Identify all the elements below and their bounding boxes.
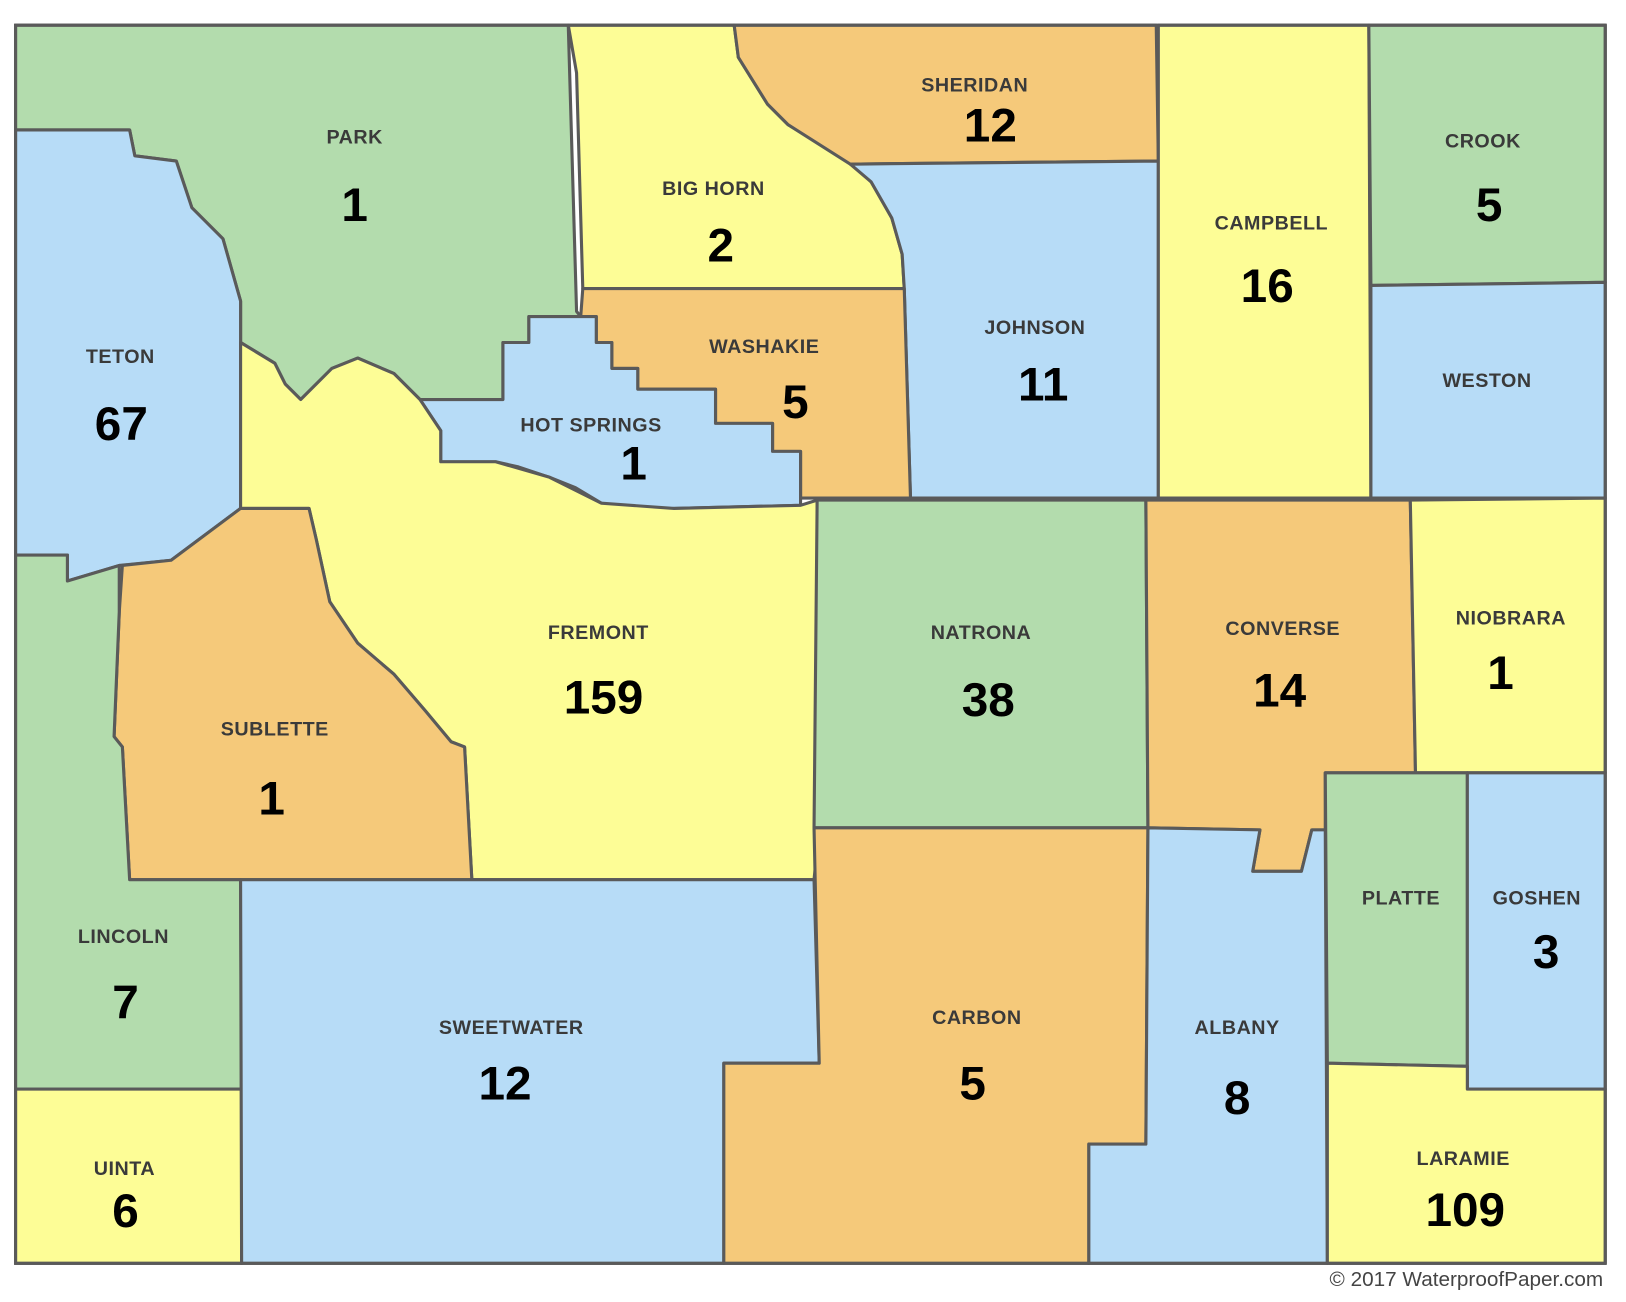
county-count-goshen: 3	[1533, 926, 1560, 979]
county-count-albany: 8	[1224, 1072, 1251, 1125]
county-count-lincoln: 7	[112, 977, 139, 1030]
county-name-sheridan: SHERIDAN	[921, 75, 1028, 97]
county-name-big-horn: BIG HORN	[662, 178, 765, 200]
county-count-hot-springs: 1	[620, 437, 647, 490]
county-name-park: PARK	[326, 126, 383, 148]
county-niobrara	[1408, 496, 1607, 775]
county-count-sublette: 1	[258, 772, 285, 825]
county-sheridan	[732, 23, 1160, 166]
county-count-fremont: 159	[564, 672, 644, 725]
county-name-hot-springs: HOT SPRINGS	[520, 415, 661, 437]
county-name-weston: WESTON	[1442, 370, 1531, 392]
county-crook	[1367, 23, 1607, 288]
county-name-laramie: LARAMIE	[1417, 1148, 1510, 1170]
county-count-campbell: 16	[1241, 260, 1294, 313]
county-name-washakie: WASHAKIE	[709, 336, 819, 358]
county-name-albany: ALBANY	[1195, 1017, 1280, 1039]
county-name-campbell: CAMPBELL	[1215, 212, 1329, 234]
county-platte	[1323, 771, 1469, 1068]
county-name-platte: PLATTE	[1362, 888, 1440, 910]
county-natrona	[812, 498, 1150, 830]
county-name-converse: CONVERSE	[1225, 618, 1340, 640]
county-name-niobrara: NIOBRARA	[1456, 608, 1566, 630]
county-name-natrona: NATRONA	[931, 622, 1032, 644]
county-name-teton: TETON	[86, 346, 155, 368]
county-name-uinta: UINTA	[94, 1158, 155, 1180]
county-name-goshen: GOSHEN	[1493, 888, 1581, 910]
county-count-crook: 5	[1476, 179, 1503, 232]
county-count-park: 1	[341, 179, 368, 232]
county-count-teton: 67	[95, 398, 148, 451]
county-count-carbon: 5	[959, 1057, 986, 1110]
county-count-sweetwater: 12	[478, 1057, 531, 1110]
county-count-johnson: 11	[1018, 359, 1068, 412]
copyright: © 2017 WaterproofPaper.com	[1330, 1268, 1604, 1291]
county-count-natrona: 38	[962, 674, 1015, 727]
county-count-uinta: 6	[112, 1185, 139, 1238]
county-name-crook: CROOK	[1445, 131, 1521, 153]
county-name-carbon: CARBON	[932, 1007, 1022, 1029]
county-name-lincoln: LINCOLN	[78, 926, 169, 948]
county-name-fremont: FREMONT	[548, 622, 649, 644]
map-border	[13, 23, 1607, 1265]
county-count-sheridan: 12	[964, 99, 1017, 152]
county-count-big-horn: 2	[707, 220, 734, 273]
county-count-laramie: 109	[1425, 1184, 1505, 1237]
county-count-niobrara: 1	[1487, 647, 1514, 700]
county-count-converse: 14	[1253, 664, 1307, 717]
county-name-sweetwater: SWEETWATER	[439, 1017, 584, 1039]
county-name-sublette: SUBLETTE	[221, 719, 329, 741]
county-name-johnson: JOHNSON	[984, 317, 1085, 339]
county-count-washakie: 5	[782, 376, 809, 429]
